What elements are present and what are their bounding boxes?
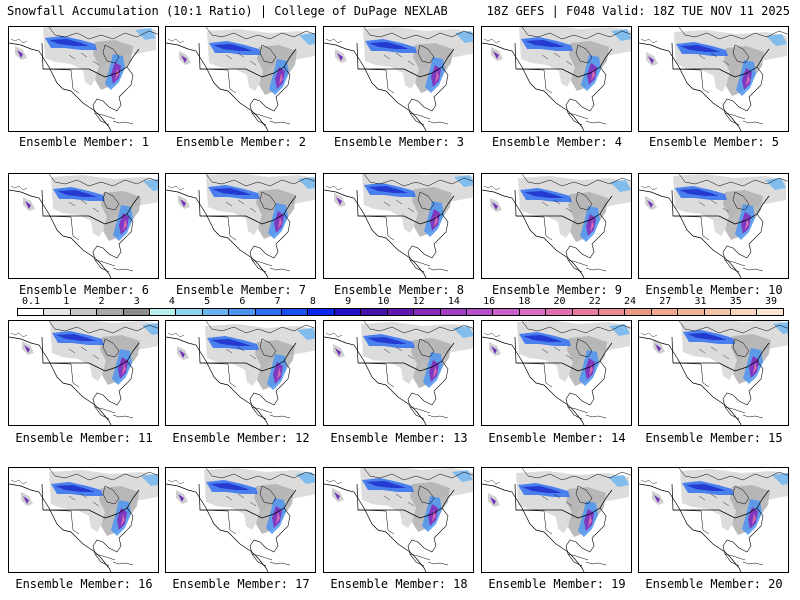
ensemble-member-label: Ensemble Member: 11 bbox=[15, 431, 153, 445]
colorbar-cell bbox=[97, 309, 124, 315]
colorbar-tick-label: 6 bbox=[239, 296, 246, 307]
ensemble-member-label: Ensemble Member: 10 bbox=[645, 283, 783, 297]
colorbar-cell bbox=[282, 309, 309, 315]
colorbar-cell bbox=[150, 309, 177, 315]
colorbar-tick-label: 20 bbox=[553, 296, 566, 307]
ensemble-member-label: Ensemble Member: 18 bbox=[330, 577, 468, 591]
ensemble-member-label: Ensemble Member: 1 bbox=[18, 135, 150, 149]
colorbar-tick-label: 10 bbox=[377, 296, 390, 307]
ensemble-member-label: Ensemble Member: 3 bbox=[333, 135, 465, 149]
ensemble-member-map bbox=[165, 467, 316, 573]
ensemble-member-map bbox=[481, 320, 632, 426]
colorbar-tick-label: 8 bbox=[309, 296, 316, 307]
colorbar-cell bbox=[519, 309, 547, 315]
ensemble-member-map bbox=[481, 26, 632, 132]
colorbar-cell bbox=[651, 309, 679, 315]
ensemble-member-map bbox=[8, 173, 159, 279]
ensemble-member-map bbox=[323, 26, 474, 132]
colorbar-tick-label: 1 bbox=[63, 296, 70, 307]
colorbar-cell bbox=[493, 309, 520, 315]
ensemble-member-label: Ensemble Member: 6 bbox=[18, 283, 150, 297]
colorbar-tick-label: 39 bbox=[764, 296, 778, 307]
colorbar-tick-label: 22 bbox=[588, 296, 601, 307]
colorbar-tick-label: 14 bbox=[447, 296, 460, 307]
ensemble-member-label: Ensemble Member: 4 bbox=[491, 135, 623, 149]
ensemble-member-map bbox=[8, 467, 159, 573]
ensemble-member-label: Ensemble Member: 12 bbox=[172, 431, 310, 445]
colorbar bbox=[17, 308, 784, 316]
ensemble-member-map bbox=[638, 467, 789, 573]
colorbar-tick-label: 9 bbox=[345, 296, 352, 307]
ensemble-member-label: Ensemble Member: 20 bbox=[645, 577, 783, 591]
ensemble-member-label: Ensemble Member: 2 bbox=[175, 135, 307, 149]
colorbar-cell bbox=[361, 309, 388, 315]
colorbar-cell bbox=[18, 309, 45, 315]
colorbar-tick-label: 27 bbox=[659, 296, 672, 307]
colorbar-tick-label: 18 bbox=[518, 296, 531, 307]
ensemble-member-map bbox=[323, 467, 474, 573]
colorbar-cell bbox=[598, 309, 626, 315]
ensemble-member-map bbox=[481, 467, 632, 573]
colorbar-tick-label: 12 bbox=[412, 296, 425, 307]
colorbar-tick-label: 0.1 bbox=[21, 296, 41, 307]
ensemble-member-map bbox=[638, 26, 789, 132]
colorbar-tick-label: 3 bbox=[133, 296, 140, 307]
ensemble-member-map bbox=[8, 320, 159, 426]
ensemble-member-label: Ensemble Member: 17 bbox=[172, 577, 310, 591]
colorbar-cell bbox=[704, 309, 731, 315]
colorbar-cell bbox=[757, 309, 783, 315]
ensemble-member-label: Ensemble Member: 13 bbox=[330, 431, 468, 445]
colorbar-cell bbox=[387, 309, 415, 315]
ensemble-member-label: Ensemble Member: 14 bbox=[488, 431, 626, 445]
ensemble-member-label: Ensemble Member: 15 bbox=[645, 431, 783, 445]
colorbar-cell bbox=[572, 309, 599, 315]
colorbar-cell bbox=[334, 309, 362, 315]
ensemble-member-label: Ensemble Member: 9 bbox=[491, 283, 623, 297]
colorbar-cell bbox=[546, 309, 573, 315]
colorbar-tick-label: 35 bbox=[729, 296, 742, 307]
colorbar-cell bbox=[678, 309, 705, 315]
colorbar-cell bbox=[123, 309, 151, 315]
ensemble-member-map bbox=[8, 26, 159, 132]
colorbar-tick-label: 5 bbox=[204, 296, 211, 307]
colorbar-tick-label: 16 bbox=[483, 296, 496, 307]
colorbar-cell bbox=[466, 309, 494, 315]
colorbar-tick-label: 24 bbox=[624, 296, 637, 307]
ensemble-member-map bbox=[323, 173, 474, 279]
colorbar-cell bbox=[70, 309, 98, 315]
colorbar-labels: 0.1 1 2 3 4 5 6 7 8 9 10 12 14 16 18 20 22 24 27 31 35 39 bbox=[17, 296, 784, 308]
colorbar-tick-label: 2 bbox=[98, 296, 105, 307]
colorbar-cell bbox=[44, 309, 71, 315]
ensemble-member-map bbox=[165, 26, 316, 132]
ensemble-member-label: Ensemble Member: 8 bbox=[333, 283, 465, 297]
colorbar-cell bbox=[625, 309, 652, 315]
valid-time: 18Z GEFS | F048 Valid: 18Z TUE NOV 11 20… bbox=[486, 4, 790, 18]
ensemble-member-label: Ensemble Member: 7 bbox=[175, 283, 307, 297]
ensemble-member-label: Ensemble Member: 5 bbox=[648, 135, 780, 149]
colorbar-tick-label: 31 bbox=[694, 296, 707, 307]
colorbar-cell bbox=[176, 309, 203, 315]
colorbar-cell bbox=[414, 309, 441, 315]
colorbar-cell bbox=[308, 309, 335, 315]
ensemble-member-map bbox=[323, 320, 474, 426]
ensemble-member-map bbox=[165, 173, 316, 279]
ensemble-member-label: Ensemble Member: 19 bbox=[488, 577, 626, 591]
colorbar-tick-label: 7 bbox=[274, 296, 281, 307]
ensemble-member-map bbox=[481, 173, 632, 279]
ensemble-member-label: Ensemble Member: 16 bbox=[15, 577, 153, 591]
colorbar-cell bbox=[255, 309, 283, 315]
chart-title: Snowfall Accumulation (10:1 Ratio) | Col… bbox=[7, 4, 448, 18]
colorbar-cell bbox=[229, 309, 256, 315]
colorbar-cell bbox=[730, 309, 758, 315]
ensemble-member-map bbox=[638, 320, 789, 426]
colorbar-cell bbox=[202, 309, 230, 315]
ensemble-member-map bbox=[165, 320, 316, 426]
colorbar-tick-label: 4 bbox=[168, 296, 175, 307]
colorbar-cell bbox=[440, 309, 467, 315]
ensemble-member-map bbox=[638, 173, 789, 279]
